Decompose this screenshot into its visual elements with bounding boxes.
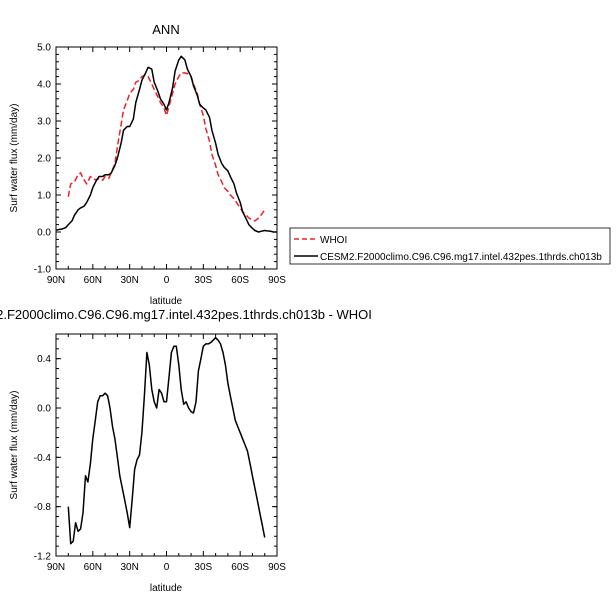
- bottom-x-tick-label: 90N: [47, 562, 65, 573]
- bottom-chart-title: 2.F2000climo.C96.C96.mg17.intel.432pes.1…: [0, 307, 372, 322]
- bottom-x-tick-label: 60N: [84, 562, 102, 573]
- bottom-x-tick-label: 90S: [268, 562, 286, 573]
- top-x-tick-label: 30S: [194, 275, 212, 286]
- top-plot-frame: [55, 46, 278, 270]
- top-chart-title: ANN: [152, 22, 179, 37]
- bottom-y-tick-label: -1.2: [34, 552, 52, 563]
- bottom-plot-area: 90N 60N 30N 0 30S 60S 90S -1.2 -0.8 -0.4 0.0 0.4: [34, 334, 286, 573]
- bottom-y-tick-label: 0.4: [37, 354, 51, 365]
- top-x-axis-label: latitude: [150, 296, 183, 307]
- top-series-whoi-line: [67, 72, 266, 222]
- top-y-tick-label: 1.0: [37, 191, 51, 202]
- bottom-series-difference-line: [67, 336, 266, 545]
- bottom-x-tick-label: 0: [164, 562, 170, 573]
- top-x-tick-label: 60S: [231, 275, 249, 286]
- top-y-axis-label: Surf water flux (mm/day): [9, 104, 20, 213]
- bottom-plot-frame: [55, 333, 278, 557]
- top-series-cesm-line: [55, 55, 277, 233]
- top-plot-area: 90N 60N 30N 0 30S 60S 90S -1.0 0.0 1.0 2.0 3.0 4.0 5.…: [34, 43, 286, 287]
- top-y-tick-label: 2.0: [37, 154, 51, 165]
- bottom-x-tick-label: 30S: [194, 562, 212, 573]
- bottom-y-axis-label: Surf water flux (mm/day): [9, 391, 20, 500]
- top-panel: ANN 90N 60N 30N 0 30S 60S 90S -1.0 0.0 1.0 2.0 3.0 4…: [9, 22, 611, 307]
- top-y-tick-label: 0.0: [37, 228, 51, 239]
- legend-label-cesm: CESM2.F2000climo.C96.C96.mg17.intel.432p…: [320, 252, 602, 263]
- bottom-x-axis-label: latitude: [150, 583, 183, 594]
- bottom-y-tick-label: -0.4: [34, 453, 52, 464]
- top-x-tick-label: 0: [164, 275, 170, 286]
- legend-label-whoi: WHOI: [320, 235, 347, 246]
- bottom-x-tick-label: 30N: [120, 562, 138, 573]
- top-y-tick-label: 3.0: [37, 117, 51, 128]
- top-x-tick-label: 60N: [84, 275, 102, 286]
- bottom-y-tick-label: 0.0: [37, 404, 51, 415]
- top-y-tick-label: 5.0: [37, 43, 51, 54]
- top-x-tick-label: 90N: [47, 275, 65, 286]
- bottom-panel: 2.F2000climo.C96.C96.mg17.intel.432pes.1…: [0, 307, 372, 594]
- bottom-x-tick-label: 60S: [231, 562, 249, 573]
- top-x-tick-label: 30N: [120, 275, 138, 286]
- legend: WHOI CESM2.F2000climo.C96.C96.mg17.intel…: [289, 227, 611, 265]
- top-x-tick-label: 90S: [268, 275, 286, 286]
- legend-box: [289, 227, 611, 265]
- bottom-y-tick-label: -0.8: [34, 502, 52, 513]
- top-y-tick-label: -1.0: [34, 265, 52, 276]
- top-y-tick-label: 4.0: [37, 80, 51, 91]
